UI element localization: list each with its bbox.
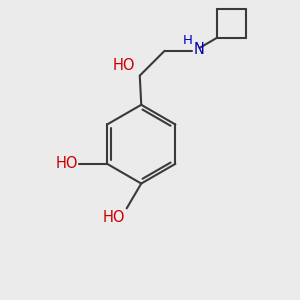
Text: HO: HO [113, 58, 135, 73]
Text: N: N [194, 42, 205, 57]
Text: H: H [183, 34, 193, 47]
Text: HO: HO [103, 210, 125, 225]
Text: HO: HO [56, 156, 78, 171]
